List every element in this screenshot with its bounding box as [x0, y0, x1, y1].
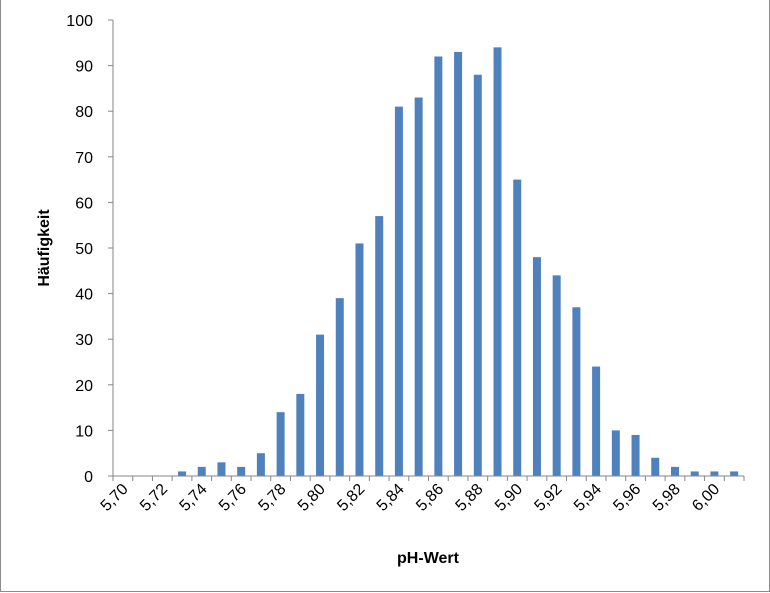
- bar: [651, 457, 660, 476]
- x-tick-label: 5,86: [413, 481, 447, 515]
- bar: [335, 298, 344, 476]
- x-tick-marks: [112, 476, 745, 481]
- y-tick-label: 70: [75, 150, 93, 167]
- y-tick-label: 100: [66, 13, 93, 30]
- bar: [217, 462, 226, 476]
- x-tick-label: 5,90: [492, 481, 526, 515]
- y-tick-label: 90: [75, 59, 93, 76]
- bar: [296, 393, 305, 476]
- bar: [631, 434, 640, 476]
- bar: [276, 412, 285, 476]
- x-tick-label: 5,70: [98, 481, 132, 515]
- x-tick-label: 5,96: [610, 481, 644, 515]
- bar: [611, 430, 620, 476]
- bar: [237, 466, 246, 476]
- bar: [710, 471, 719, 476]
- bar: [178, 471, 187, 476]
- y-tick-label: 30: [75, 332, 93, 349]
- bar: [434, 56, 443, 476]
- x-tick-label: 5,84: [374, 481, 408, 515]
- bar: [670, 466, 679, 476]
- bar: [394, 106, 403, 476]
- y-tick-label: 60: [75, 195, 93, 212]
- bar: [414, 97, 423, 477]
- x-axis-title: pH-Wert: [397, 550, 460, 567]
- x-tick-label: 5,92: [531, 481, 565, 515]
- y-tick-label: 10: [75, 423, 93, 440]
- x-tick-label: 5,72: [137, 481, 171, 515]
- x-tick-label: 5,78: [255, 481, 289, 515]
- bar: [355, 243, 364, 476]
- x-tick-labels: 5,70 5,72 5,74 5,76 5,78 5,80 5,82 5,84 5,86 5,88…: [98, 481, 724, 515]
- bar: [256, 453, 265, 476]
- y-axis-title: Häufigkeit: [36, 209, 53, 287]
- bar: [454, 51, 463, 477]
- y-tick-labels: 0 10 20 30 40 50 60 70 80 90 100: [66, 13, 113, 486]
- bar: [375, 216, 384, 476]
- x-tick-label: 6,00: [689, 481, 723, 515]
- bar: [197, 466, 206, 476]
- x-tick-label: 5,76: [216, 481, 250, 515]
- bar: [532, 257, 541, 476]
- bar: [493, 47, 502, 477]
- bar: [552, 275, 561, 476]
- bar: [513, 179, 522, 476]
- y-tick-label: 20: [75, 378, 93, 395]
- bar: [730, 471, 739, 476]
- x-tick-label: 5,94: [571, 481, 605, 515]
- x-tick-label: 5,74: [177, 481, 211, 515]
- bar: [690, 471, 699, 476]
- bar: [592, 366, 601, 476]
- x-tick-label: 5,98: [650, 481, 684, 515]
- y-tick-label: 50: [75, 241, 93, 258]
- y-tick-label: 80: [75, 104, 93, 121]
- y-tick-label: 0: [84, 469, 93, 486]
- y-tick-label: 40: [75, 287, 93, 304]
- bar: [572, 307, 581, 476]
- bars: [178, 47, 739, 477]
- x-tick-label: 5,88: [453, 481, 487, 515]
- bar: [473, 74, 482, 476]
- bar: [316, 334, 325, 476]
- x-tick-label: 5,80: [295, 481, 329, 515]
- x-tick-label: 5,82: [334, 481, 368, 515]
